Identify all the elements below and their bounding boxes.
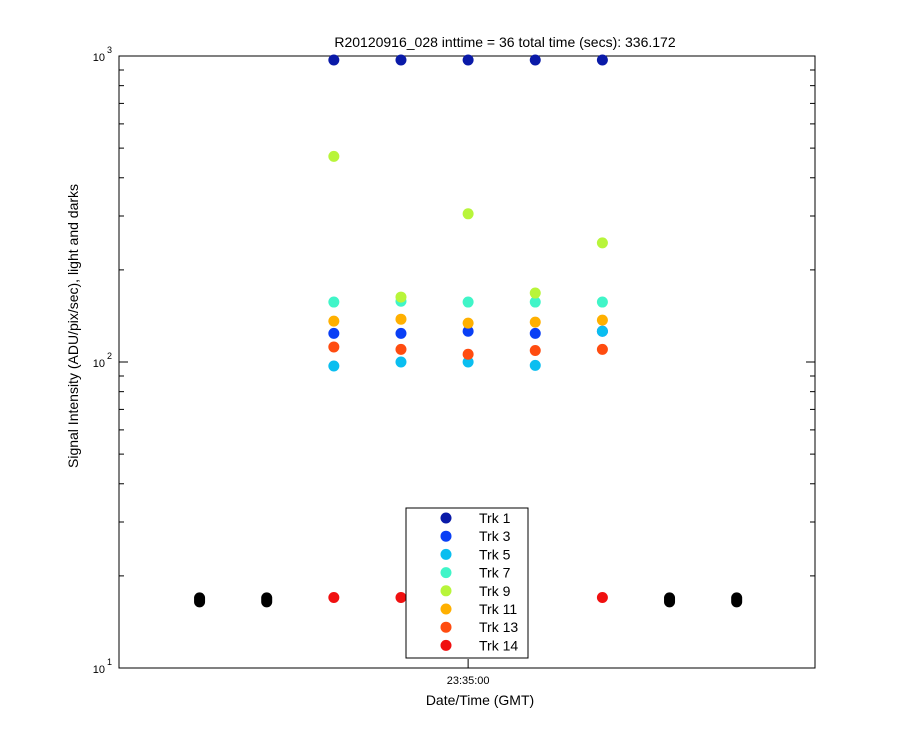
- legend-box: [405, 507, 529, 659]
- legend-label: Trk 13: [479, 619, 518, 635]
- dark-point: [731, 592, 743, 608]
- point-trk-7: [596, 296, 608, 308]
- y-tick-label: 10: [93, 52, 105, 64]
- y-tick-label: 10: [93, 664, 105, 676]
- legend-marker: [440, 639, 452, 651]
- point-trk-9: [328, 150, 340, 162]
- x-tick-label: 23:35:00: [447, 675, 490, 687]
- point-trk-14: [328, 591, 340, 603]
- legend-label: Trk 1: [479, 510, 511, 526]
- legend-marker: [440, 530, 452, 542]
- legend-label: Trk 7: [479, 565, 511, 581]
- point-trk-13: [529, 345, 541, 357]
- legend-marker: [440, 603, 452, 615]
- y-tick-label: 10: [93, 358, 105, 370]
- point-trk-5: [529, 359, 541, 371]
- y-tick-exponent: 3: [107, 45, 112, 55]
- data-points: [194, 54, 743, 608]
- legend-label: Trk 5: [479, 546, 511, 562]
- legend-label: Trk 14: [479, 637, 518, 653]
- point-trk-9: [596, 237, 608, 249]
- legend-label: Trk 11: [479, 601, 517, 617]
- point-trk-1: [462, 54, 474, 66]
- point-trk-1: [328, 54, 340, 66]
- point-trk-3: [395, 327, 407, 339]
- point-trk-7: [529, 296, 541, 308]
- y-axis-ticks: [119, 69, 815, 669]
- y-tick-exponent: 1: [107, 657, 112, 667]
- x-axis-label: Date/Time (GMT): [426, 692, 534, 708]
- legend-label: Trk 9: [479, 583, 511, 599]
- point-trk-11: [395, 313, 407, 325]
- legend-marker: [440, 585, 452, 597]
- point-trk-11: [596, 314, 608, 326]
- legend-marker: [440, 512, 452, 524]
- point-trk-3: [328, 327, 340, 339]
- point-trk-13: [462, 348, 474, 360]
- legend: Trk 1 Trk 3 Trk 5 Trk 7 Trk 9 Trk 11 Trk 13 Trk…: [405, 507, 529, 659]
- point-trk-7: [328, 296, 340, 308]
- dark-point: [664, 592, 676, 608]
- legend-items: Trk 1 Trk 3 Trk 5 Trk 7 Trk 9 Trk 11 Trk 13 Trk…: [440, 510, 518, 653]
- point-trk-13: [596, 343, 608, 355]
- point-trk-3: [529, 327, 541, 339]
- point-trk-14: [395, 591, 407, 603]
- point-trk-7: [462, 296, 474, 308]
- point-trk-1: [529, 54, 541, 66]
- y-axis-label: Signal Intensity (ADU/pix/sec), light an…: [65, 184, 81, 468]
- point-trk-11: [462, 317, 474, 329]
- chart-title: R20120916_028 inttime = 36 total time (s…: [334, 34, 675, 50]
- point-trk-11: [328, 315, 340, 327]
- point-trk-3: [462, 325, 474, 337]
- legend-marker: [440, 548, 452, 560]
- point-trk-9: [529, 287, 541, 299]
- point-trk-5: [328, 360, 340, 372]
- point-trk-5: [596, 325, 608, 337]
- dark-point: [261, 592, 273, 608]
- x-axis-tick-labels: 23:35:00: [447, 675, 490, 687]
- dark-point: [194, 592, 206, 608]
- point-trk-5: [395, 356, 407, 368]
- legend-label: Trk 3: [479, 528, 511, 544]
- point-trk-1: [596, 54, 608, 66]
- point-trk-13: [328, 341, 340, 353]
- point-trk-9: [462, 208, 474, 220]
- y-tick-exponent: 2: [107, 351, 112, 361]
- legend-marker: [440, 621, 452, 633]
- point-trk-9: [395, 291, 407, 303]
- point-trk-14: [596, 591, 608, 603]
- point-trk-11: [529, 316, 541, 328]
- legend-marker: [440, 567, 452, 579]
- point-trk-5: [462, 356, 474, 368]
- point-trk-1: [395, 54, 407, 66]
- point-trk-13: [395, 343, 407, 355]
